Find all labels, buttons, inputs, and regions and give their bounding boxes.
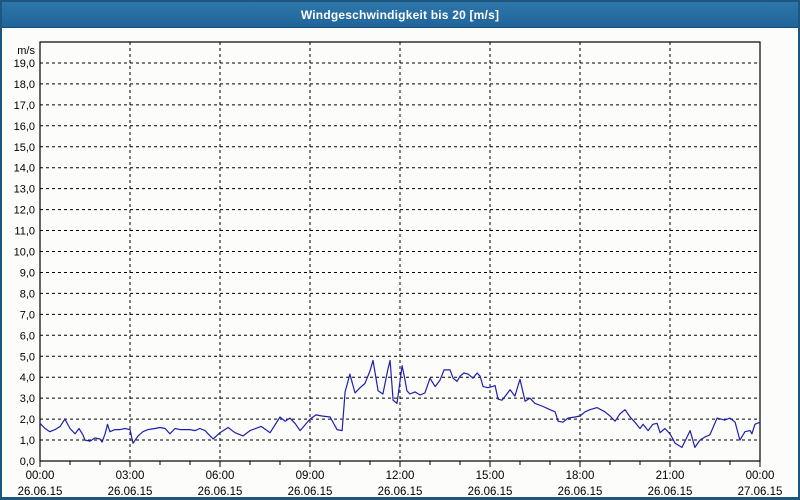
y-axis-label: 1,0 [20,435,35,447]
wind-speed-plot: 0,0 1,0 2,0 3,0 4,0 5,0 6,0 7,0 8,0 9,0 10,0 11,0 12… [14,41,783,498]
x-axis-date-label: 26.06.15 [558,486,603,498]
plot-border [39,41,761,462]
y-axis-label: 14,0 [14,163,35,175]
x-axis-date-label: 26.06.15 [378,486,423,498]
y-axis-label: 13,0 [14,184,35,196]
y-axis-label: 12,0 [14,205,35,217]
x-axis-date-label: 26.06.15 [108,486,153,498]
chart-title-bar: Windgeschwindigkeit bis 20 [m/s] [2,2,798,28]
y-axis-label: 10,0 [14,247,35,259]
x-axis-date-label: 26.06.15 [468,486,513,498]
y-axis-label: 5,0 [20,351,35,363]
y-axis-label: 19,0 [14,58,35,70]
x-axis-date-label: 27.06.15 [738,486,783,498]
y-axis-label: 0,0 [20,456,35,468]
y-axis-label: 2,0 [20,414,35,426]
wind-speed-series-line [39,359,761,448]
x-axis-time-label: 03:00 [116,470,145,482]
x-axis-date-label: 26.06.15 [288,486,333,498]
x-axis-time-label: 00:00 [746,470,775,482]
x-axis-time-label: 06:00 [206,470,235,482]
x-axis-time-label: 09:00 [296,470,325,482]
y-axis-label: 3,0 [20,393,35,405]
x-axis-time-label: 15:00 [476,470,505,482]
x-axis-date-label: 26.06.15 [18,486,63,498]
y-axis-label: 8,0 [20,288,35,300]
y-axis-label: 11,0 [14,226,35,238]
wind-speed-chart: 0,0 1,0 2,0 3,0 4,0 5,0 6,0 7,0 8,0 9,0 10,0 11,0 12… [2,28,798,498]
x-axis-time-label: 21:00 [656,470,685,482]
y-axis-label: 17,0 [14,100,35,112]
x-axis-date-label: 26.06.15 [648,486,693,498]
y-axis-label: 4,0 [20,372,35,384]
x-axis-time-label: 18:00 [566,470,595,482]
y-axis-label: 6,0 [20,330,35,342]
x-axis-time-label: 12:00 [386,470,415,482]
y-axis-label: 9,0 [20,267,35,279]
x-axis-time-label: 00:00 [26,470,55,482]
chart-title: Windgeschwindigkeit bis 20 [m/s] [300,7,500,22]
y-axis-label: 15,0 [14,142,35,154]
y-axis-label: 7,0 [20,309,35,321]
y-axis-label: 16,0 [14,121,35,133]
x-axis-date-label: 26.06.15 [198,486,243,498]
y-axis-label: 18,0 [14,79,35,91]
y-axis-unit-label: m/s [17,45,35,57]
